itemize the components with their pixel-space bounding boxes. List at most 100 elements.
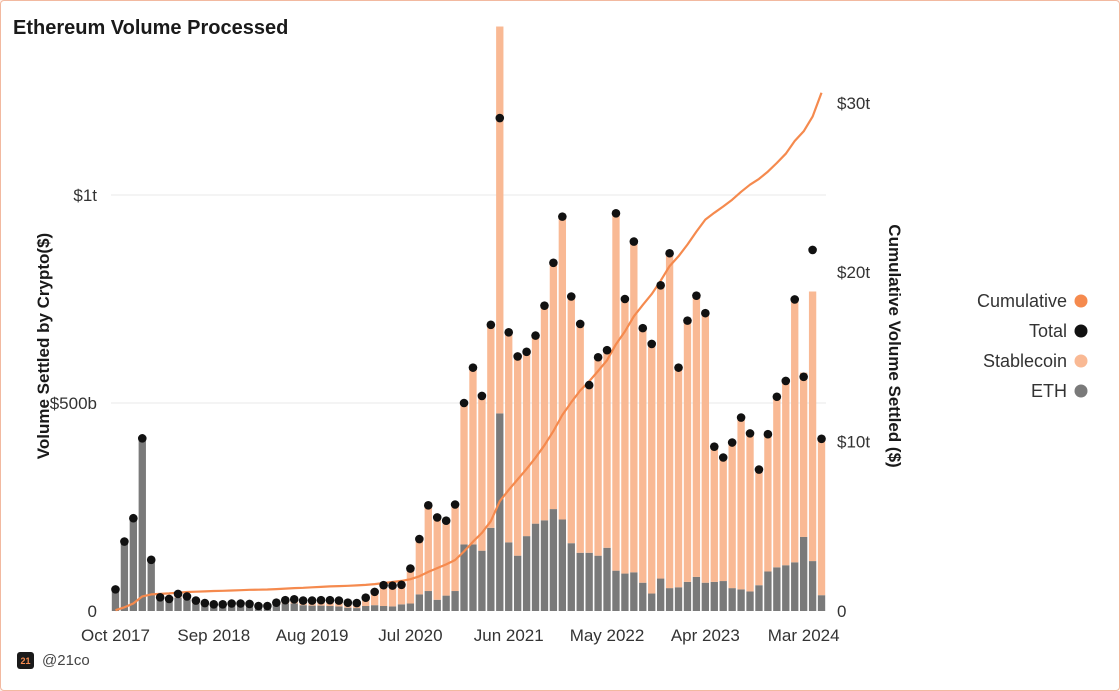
- total-dot: [245, 599, 254, 609]
- total-dot: [236, 599, 245, 608]
- y2-tick-label: $30t: [837, 94, 870, 113]
- total-dot: [611, 209, 621, 218]
- 21co-logo-icon: 21: [17, 652, 34, 669]
- y-tick-label: 0: [88, 602, 97, 621]
- total-dot: [531, 331, 540, 340]
- bar-stablecoin: [773, 396, 781, 568]
- total-dot: [441, 516, 451, 526]
- legend-label-total: Total: [1029, 321, 1067, 341]
- bar-stablecoin: [808, 291, 817, 562]
- total-dot: [799, 372, 808, 382]
- total-dot: [808, 245, 817, 255]
- bar-eth: [567, 543, 575, 611]
- total-dot: [781, 376, 791, 386]
- bar-eth: [424, 591, 432, 611]
- bar-stablecoin: [406, 568, 415, 604]
- bar-stablecoin: [603, 350, 611, 548]
- bar-stablecoin: [648, 343, 656, 594]
- bar-eth: [397, 604, 406, 611]
- bar-eth: [746, 591, 754, 611]
- total-dot: [727, 438, 737, 447]
- bar-stablecoin: [621, 299, 629, 574]
- total-dot: [361, 593, 371, 602]
- total-dot: [164, 594, 174, 604]
- bar-stablecoin: [379, 585, 388, 607]
- x-tick-label: Jul 2020: [378, 626, 442, 645]
- bar-eth: [585, 552, 593, 611]
- bar-eth: [442, 595, 450, 611]
- bar-stablecoin: [701, 313, 710, 583]
- bar-eth: [764, 571, 772, 611]
- total-dot: [459, 398, 469, 408]
- bar-eth: [174, 597, 182, 611]
- bar-eth: [192, 603, 200, 611]
- total-dot: [415, 534, 424, 544]
- legend-swatch-eth: [1074, 384, 1088, 398]
- bar-eth: [639, 582, 647, 611]
- bar-eth: [138, 440, 146, 611]
- x-tick-label: Mar 2024: [768, 626, 840, 645]
- bar-stablecoin: [630, 241, 638, 573]
- bar-eth: [799, 536, 808, 611]
- total-dot: [227, 599, 236, 608]
- bar-stablecoin: [665, 253, 674, 589]
- bar-stablecoin: [388, 585, 397, 607]
- total-dot: [692, 291, 701, 300]
- total-dot: [593, 352, 603, 362]
- total-dot: [647, 339, 657, 349]
- bar-stablecoin: [764, 434, 772, 572]
- bar-eth: [299, 605, 307, 611]
- total-dot: [191, 596, 201, 605]
- bar-eth: [701, 582, 710, 611]
- bar-stablecoin: [549, 262, 558, 510]
- total-dot: [263, 601, 272, 611]
- bar-eth: [245, 606, 254, 611]
- bar-stablecoin: [513, 356, 522, 556]
- bar-eth: [603, 547, 611, 611]
- bar-stablecoin: [719, 457, 727, 582]
- bar-stablecoin: [791, 299, 799, 563]
- bar-stablecoin: [478, 395, 486, 551]
- bar-eth: [576, 552, 584, 611]
- bar-eth: [773, 567, 781, 611]
- bar-eth: [370, 605, 379, 611]
- total-dot: [370, 587, 379, 597]
- x-tick-label: Aug 2019: [276, 626, 349, 645]
- bar-stablecoin: [782, 380, 790, 566]
- bar-eth: [674, 587, 683, 611]
- bar-stablecoin: [469, 367, 477, 545]
- total-dot: [272, 598, 281, 607]
- total-dot: [137, 434, 147, 443]
- total-dot: [307, 596, 317, 605]
- cumulative-line: [115, 92, 823, 612]
- bar-eth: [379, 606, 388, 611]
- total-dot: [674, 363, 683, 372]
- total-dot: [629, 237, 639, 246]
- total-dot: [620, 294, 630, 304]
- legend-swatch-stablecoin: [1074, 354, 1088, 368]
- bar-stablecoin: [576, 323, 584, 553]
- bar-eth: [460, 544, 468, 611]
- bar-stablecoin: [683, 320, 692, 582]
- x-tick-label: Jun 2021: [474, 626, 544, 645]
- total-dot: [575, 319, 585, 329]
- total-dot: [254, 601, 263, 611]
- bar-eth: [210, 606, 218, 611]
- total-dot: [218, 600, 228, 609]
- total-dot: [289, 595, 299, 604]
- bar-eth: [353, 608, 361, 611]
- bar-stablecoin: [496, 26, 504, 414]
- legend-label-cumulative: Cumulative: [977, 291, 1067, 311]
- bar-stablecoin: [799, 372, 808, 537]
- bar-stablecoin: [710, 446, 718, 582]
- bar-eth: [710, 581, 718, 611]
- bar-stablecoin: [817, 438, 826, 596]
- bar-eth: [487, 527, 495, 611]
- bar-eth: [648, 593, 656, 611]
- bar-stablecoin: [540, 305, 549, 521]
- total-dot: [397, 580, 406, 590]
- footer-handle: @21co: [42, 652, 90, 669]
- bar-eth: [549, 509, 558, 611]
- bar-eth: [728, 588, 736, 611]
